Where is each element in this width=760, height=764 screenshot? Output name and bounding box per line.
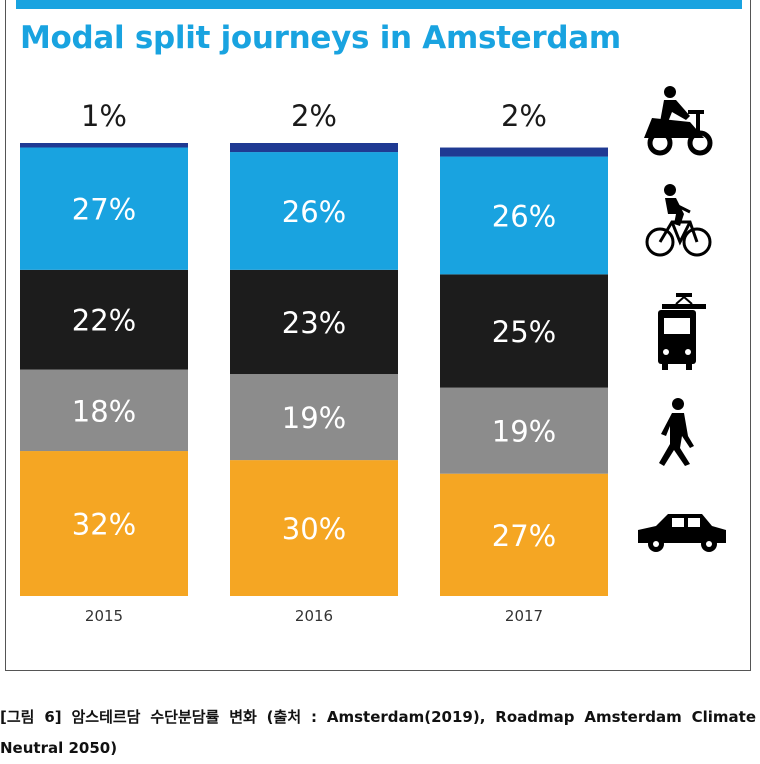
x-tick-label-2015: 2015 [85,607,123,625]
bar-segment-bicycle-2016 [230,152,398,270]
bar-segment-public-transport-2015 [20,269,188,370]
value-label-car-2015: 32% [72,508,136,542]
x-tick-label-2016: 2016 [295,607,333,625]
value-label-public-transport-2017: 25% [492,315,556,349]
stacked-bar-chart: 32% 18% 22% 27% 1% 2015 30% 19% 23% 26% 2% 2016 27% 1… [20,86,726,625]
value-label-bicycle-2017: 26% [492,199,556,233]
tram-icon [658,293,706,370]
scooter-icon [644,86,713,156]
bicycle-icon [645,184,712,257]
bar-segment-car-2017 [440,473,608,596]
bar-segment-bicycle-2015 [20,147,188,270]
bar-segment-moped-2015 [20,143,188,148]
value-label-car-2016: 30% [282,512,346,546]
value-label-walking-2016: 19% [282,401,346,435]
value-label-public-transport-2016: 23% [282,306,346,340]
bar-segment-bicycle-2017 [440,156,608,275]
value-label-public-transport-2015: 22% [72,304,136,338]
car-icon [638,514,726,552]
bar-segment-car-2016 [230,460,398,596]
value-label-bicycle-2015: 27% [72,193,136,227]
bar-segment-moped-2017 [440,147,608,157]
value-label-moped-2016: 2% [291,99,337,133]
chart-title: Modal split journeys in Amsterdam [20,20,621,56]
value-label-moped-2015: 1% [81,99,127,133]
bar-segment-public-transport-2016 [230,269,398,375]
bar-segment-car-2015 [20,451,188,596]
value-label-walking-2017: 19% [492,415,556,449]
bar-segment-public-transport-2017 [440,274,608,388]
chart-frame [5,0,751,671]
bar-segment-walking-2015 [20,369,188,452]
bar-segment-walking-2016 [230,374,398,461]
value-label-moped-2017: 2% [501,99,547,133]
figure-caption: [그림 6] 암스테르담 수단분담률 변화 (출처 : Amsterdam(20… [0,708,756,757]
value-label-car-2017: 27% [492,519,556,553]
pedestrian-icon [659,398,694,466]
value-label-bicycle-2016: 26% [282,195,346,229]
value-label-walking-2015: 18% [72,394,136,428]
bar-segment-walking-2017 [440,387,608,474]
x-tick-label-2017: 2017 [505,607,543,625]
bar-segment-moped-2016 [230,143,398,153]
top-accent-bar [16,0,742,9]
